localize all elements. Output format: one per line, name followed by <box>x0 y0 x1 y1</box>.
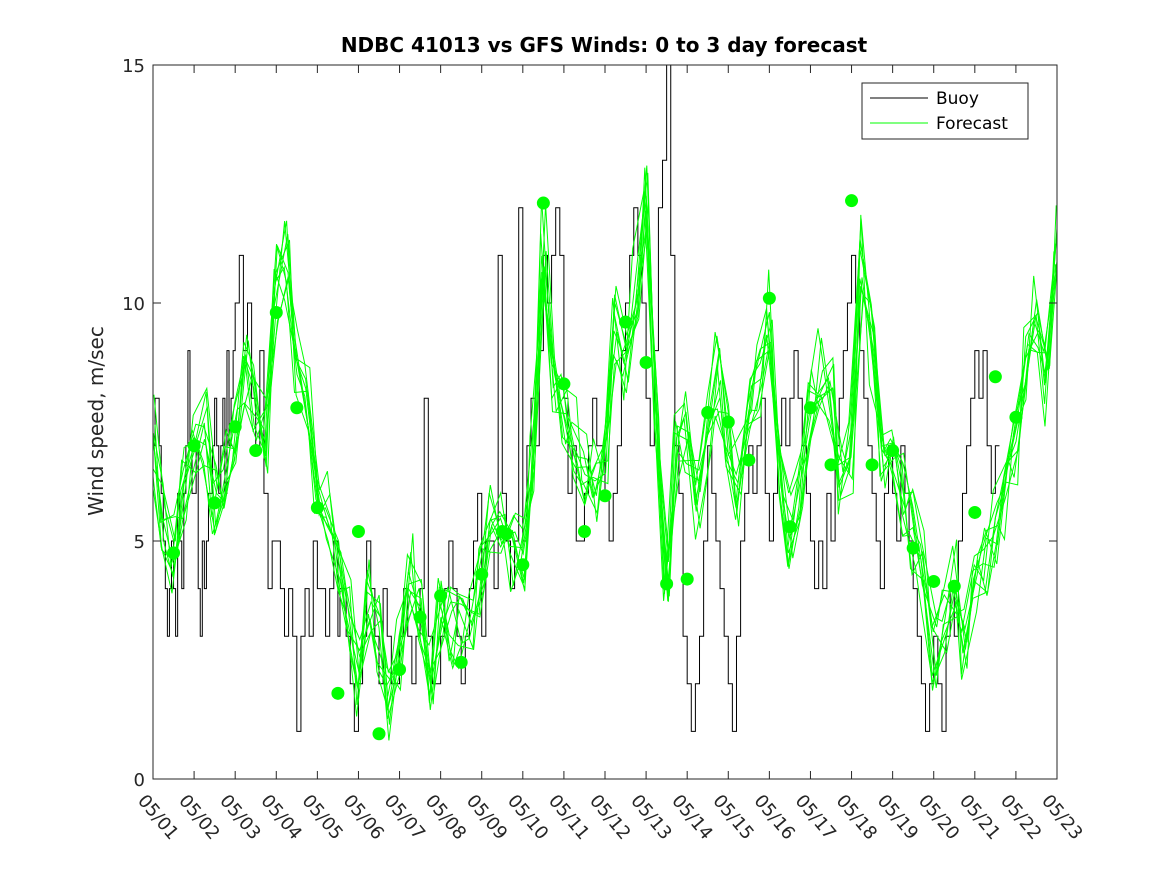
forecast-line <box>153 172 1057 725</box>
forecast-marker <box>988 370 1002 384</box>
forecast-marker <box>968 505 982 519</box>
y-tick-label: 10 <box>122 294 145 315</box>
plot-background <box>153 65 1057 779</box>
y-tick-label: 15 <box>122 56 145 77</box>
forecast-marker <box>499 527 513 541</box>
forecast-marker <box>803 401 817 415</box>
forecast-marker <box>762 291 776 305</box>
forecast-marker <box>228 420 242 434</box>
forecast-marker <box>269 306 283 320</box>
forecast-marker <box>557 377 571 391</box>
forecast-line <box>153 167 1057 683</box>
data-layer <box>153 65 1057 741</box>
forecast-marker <box>947 579 961 593</box>
forecast-marker <box>577 524 591 538</box>
forecast-marker <box>639 356 653 369</box>
forecast-marker <box>619 315 633 329</box>
forecast-marker <box>187 439 201 453</box>
chart-title: NDBC 41013 vs GFS Winds: 0 to 3 day fore… <box>341 33 868 57</box>
forecast-marker <box>208 496 222 510</box>
forecast-marker <box>865 458 879 472</box>
forecast-marker <box>475 567 489 581</box>
forecast-marker <box>1009 410 1023 424</box>
legend: Buoy Forecast <box>861 82 1029 140</box>
forecast-marker <box>845 194 859 208</box>
forecast-marker <box>351 524 365 538</box>
forecast-marker <box>516 558 530 572</box>
forecast-marker <box>167 546 181 560</box>
legend-box <box>861 82 1029 140</box>
forecast-marker <box>434 589 448 603</box>
forecast-marker <box>927 574 941 588</box>
forecast-marker <box>783 520 797 534</box>
forecast-marker <box>393 663 407 677</box>
y-tick-label: 0 <box>134 770 145 791</box>
forecast-marker <box>721 415 735 429</box>
forecast-marker <box>413 610 427 624</box>
forecast-line <box>153 201 1057 711</box>
forecast-marker <box>454 655 468 669</box>
forecast-marker <box>290 401 304 415</box>
forecast-marker <box>249 444 263 458</box>
forecast-marker <box>536 196 550 210</box>
forecast-marker <box>886 444 900 458</box>
forecast-marker <box>680 572 694 586</box>
y-tick-label: 5 <box>134 532 145 553</box>
forecast-marker <box>660 577 674 591</box>
forecast-line <box>153 191 1057 720</box>
forecast-marker <box>824 458 838 472</box>
plot-area: 05101505/0105/0205/0305/0405/0505/0605/0… <box>122 56 1087 844</box>
forecast-marker <box>598 489 612 503</box>
forecast-marker <box>701 405 715 419</box>
forecast-marker <box>372 727 386 741</box>
y-axis-label: Wind speed, m/sec <box>84 326 108 516</box>
forecast-marker <box>310 501 324 515</box>
legend-label: Forecast <box>936 114 1008 134</box>
forecast-marker <box>331 686 345 700</box>
legend-label: Buoy <box>936 89 979 109</box>
forecast-marker <box>906 541 920 555</box>
forecast-marker <box>742 453 756 467</box>
